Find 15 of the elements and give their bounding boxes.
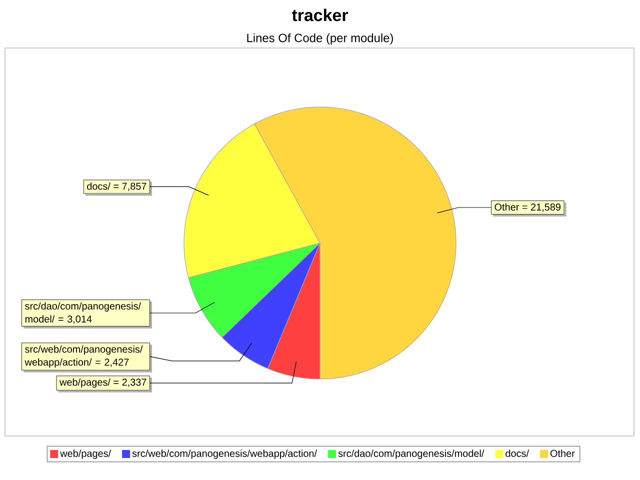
legend-label: src/web/com/panogenesis/webapp/action/ xyxy=(132,450,318,459)
data-label: = 21,589 xyxy=(522,204,561,212)
chart-title: tracker xyxy=(292,8,348,22)
legend-label: docs/ xyxy=(506,450,530,457)
data-label: = 7,857 xyxy=(114,182,146,191)
data-label: = 3,014 xyxy=(58,316,92,324)
data-label: = 2,337 xyxy=(114,378,146,387)
slice-label: Other xyxy=(494,203,520,211)
data-label: = 2,427 xyxy=(96,358,129,367)
slice-label: web/pages/ xyxy=(59,378,110,388)
legend-label: Other xyxy=(550,450,575,457)
legend-label: src/dao/com/panogenesis/model/ xyxy=(338,450,484,459)
slice-label: docs/ xyxy=(87,182,110,190)
chart-subtitle: Lines Of Code (per module) xyxy=(247,33,393,45)
legend-label: web/pages/ xyxy=(60,450,112,459)
